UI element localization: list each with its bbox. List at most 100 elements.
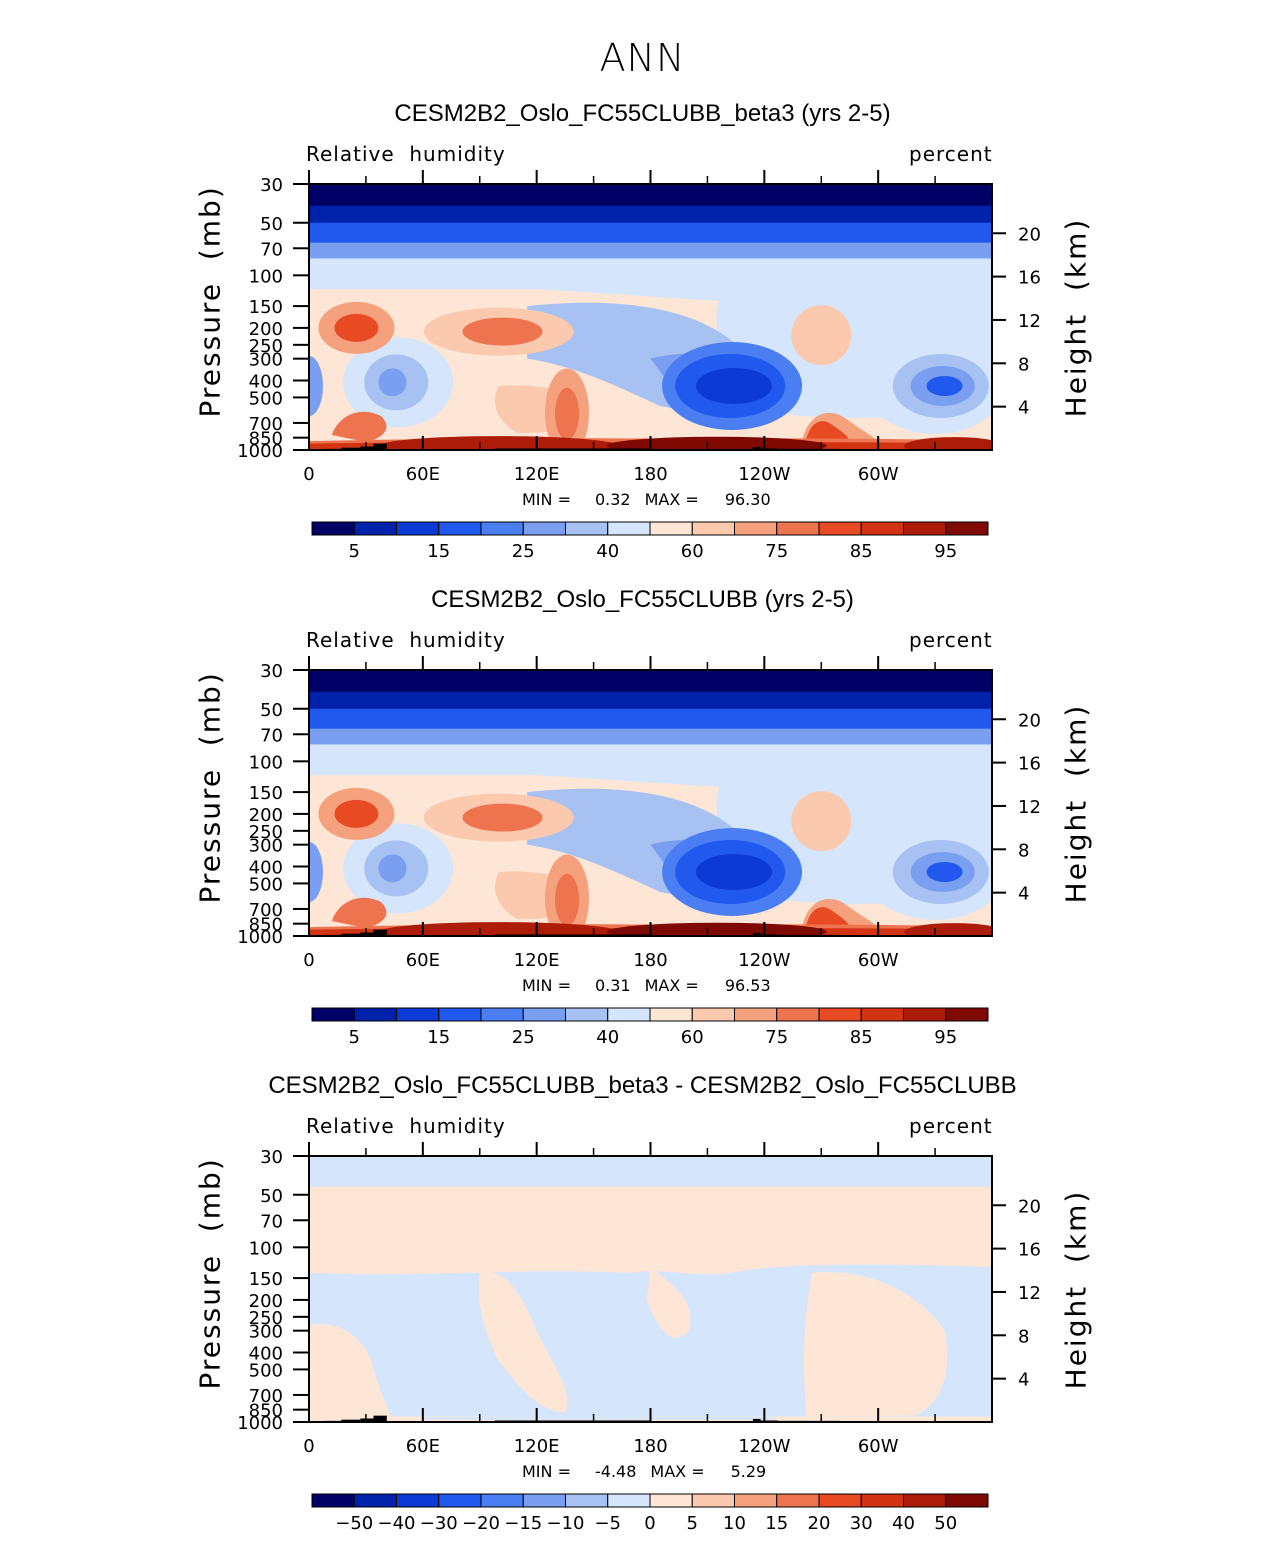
colorbar-label: 85	[850, 1027, 873, 1048]
y-tick-label: 250	[249, 822, 283, 843]
colorbar-swatch	[818, 1007, 862, 1022]
colorbar: −50 −40 −30 −20 −15 −10 −5 0 5 10 15 20 30 40 50	[311, 1493, 989, 1534]
x-tick-label: 60E	[406, 950, 440, 971]
x-tick-label: 60W	[858, 464, 899, 485]
y-tick-label: 700	[249, 414, 283, 435]
x-tick-label: 120E	[514, 1436, 560, 1457]
colorbar-swatch	[860, 1007, 904, 1022]
y-tick-label: 700	[249, 900, 283, 921]
y-tick-label: 150	[249, 1269, 283, 1290]
colorbar-swatch	[945, 1493, 989, 1508]
colorbar-swatch	[353, 521, 397, 536]
colorbar: 5 15 25 40 60 75 85 95	[311, 1007, 989, 1048]
colorbar-label: 50	[934, 1513, 957, 1534]
y2-tick-label: 12	[1018, 311, 1041, 332]
colorbar-swatch	[311, 1007, 355, 1022]
x-tick-label: 120W	[738, 464, 790, 485]
colorbar-swatch	[776, 521, 820, 536]
colorbar-swatch	[903, 1007, 947, 1022]
max-value: 5.29	[730, 1462, 767, 1481]
y-tick-label: 200	[249, 319, 283, 340]
min-label: MIN =	[522, 976, 571, 995]
y2-tick-label: 20	[1018, 710, 1041, 731]
x-tick-label: 60W	[858, 950, 899, 971]
min-max-readout: MIN = 0.32 MAX = 96.30	[522, 490, 771, 509]
y-tick-label: 150	[249, 783, 283, 804]
x-tick-label: 0	[303, 950, 314, 971]
y-tick-label: 50	[260, 1186, 283, 1207]
colorbar-label: 85	[850, 541, 873, 562]
max-value: 96.30	[724, 490, 771, 509]
min-max-readout: MIN = 0.31 MAX = 96.53	[522, 976, 771, 995]
y-tick-label: 30	[260, 1147, 283, 1168]
colorbar-swatch	[607, 1007, 651, 1022]
contour-field	[309, 1156, 992, 1422]
colorbar-swatch	[860, 521, 904, 536]
colorbar-label: −30	[420, 1513, 458, 1534]
y-tick-label: 300	[249, 836, 283, 857]
x-tick-label: 60W	[858, 1436, 899, 1457]
max-label: MAX =	[644, 976, 699, 995]
min-value: -4.48	[594, 1462, 637, 1481]
y-tick-label: 400	[249, 371, 283, 392]
colorbar-swatch	[522, 1493, 566, 1508]
colorbar-label: 15	[427, 1027, 450, 1048]
max-label: MAX =	[650, 1462, 705, 1481]
y2-tick-label: 16	[1018, 268, 1041, 289]
colorbar-swatch	[565, 1493, 609, 1508]
units-label: percent	[909, 1114, 993, 1138]
y-tick-label: 50	[260, 700, 283, 721]
colorbar-label: 60	[681, 1027, 704, 1048]
x-tick-label: 60E	[406, 1436, 440, 1457]
y-tick-label: 250	[249, 336, 283, 357]
colorbar-swatch	[734, 1007, 778, 1022]
colorbar-swatch	[480, 521, 524, 536]
colorbar-swatch	[860, 1493, 904, 1508]
colorbar-label: −40	[378, 1513, 416, 1534]
colorbar-label: 30	[850, 1513, 873, 1534]
y2-tick-label: 16	[1018, 754, 1041, 775]
colorbar-swatch	[691, 521, 735, 536]
colorbar-label: 15	[765, 1513, 788, 1534]
max-value: 96.53	[724, 976, 771, 995]
colorbar-label: −20	[462, 1513, 500, 1534]
colorbar-swatch	[480, 1007, 524, 1022]
min-max-readout: MIN = -4.48 MAX = 5.29	[522, 1462, 766, 1481]
y-tick-label: 200	[249, 805, 283, 826]
colorbar-swatch	[438, 1493, 482, 1508]
colorbar-label: 5	[349, 1027, 360, 1048]
y-tick-label: 100	[249, 1238, 283, 1259]
y2-tick-label: 4	[1018, 884, 1029, 905]
y2-tick-label: 8	[1018, 840, 1029, 861]
colorbar-swatch	[818, 1493, 862, 1508]
colorbar-swatch	[311, 1493, 355, 1508]
page-title: ANN	[599, 36, 686, 80]
x-tick-label: 0	[303, 464, 314, 485]
panel-3: CESM2B2_Oslo_FC55CLUBB_beta3 - CESM2B2_O…	[0, 1072, 1285, 1552]
colorbar-label: 0	[644, 1513, 655, 1534]
min-value: 0.31	[594, 976, 631, 995]
colorbar-label: 95	[934, 541, 957, 562]
y-tick-label: 100	[249, 266, 283, 287]
y-tick-label: 30	[260, 175, 283, 196]
x-tick-label: 180	[633, 464, 667, 485]
max-label: MAX =	[644, 490, 699, 509]
colorbar-label: 40	[596, 1027, 619, 1048]
y-tick-label: 700	[249, 1386, 283, 1407]
colorbar-swatch	[607, 521, 651, 536]
units-label: percent	[909, 628, 993, 652]
colorbar-label: 60	[681, 541, 704, 562]
colorbar-swatch	[396, 1493, 440, 1508]
colorbar-swatch	[311, 521, 355, 536]
y2-tick-label: 20	[1018, 1196, 1041, 1217]
x-tick-label: 60E	[406, 464, 440, 485]
contour-plot: 0 60E 120E 180 120W 60W3050701001502002503004…	[237, 656, 1041, 971]
colorbar-label: 40	[892, 1513, 915, 1534]
colorbar-swatch	[353, 1007, 397, 1022]
y-tick-label: 300	[249, 1322, 283, 1343]
colorbar-label: 75	[765, 1027, 788, 1048]
y-tick-label: 500	[249, 1360, 283, 1381]
colorbar-swatch	[903, 1493, 947, 1508]
y-tick-label: 850	[249, 1401, 283, 1422]
colorbar-swatch	[691, 1493, 735, 1508]
